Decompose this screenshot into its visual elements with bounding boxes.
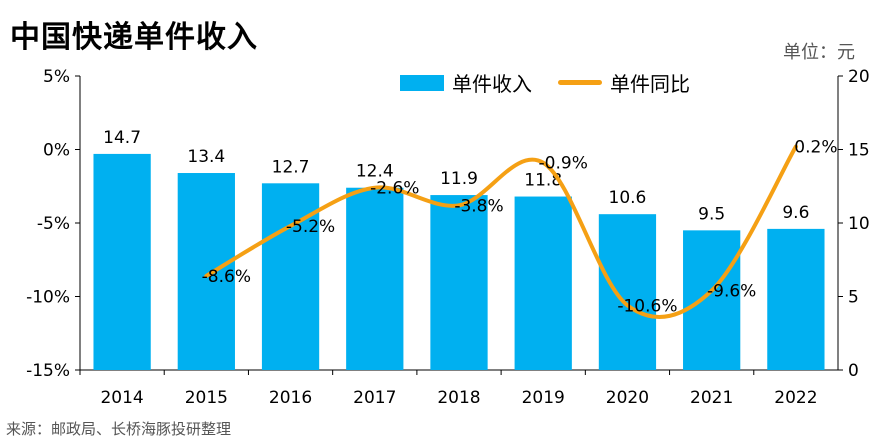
bar xyxy=(261,183,320,370)
left-tick-label: 0% xyxy=(43,141,70,161)
left-tick-label: -5% xyxy=(37,214,70,234)
line-value-label: -5.2% xyxy=(286,217,335,237)
bar-value-label: 9.6 xyxy=(782,203,809,223)
x-tick-label: 2018 xyxy=(437,388,480,408)
chart-title: 中国快递单件收入 xyxy=(10,20,258,55)
bar xyxy=(767,228,825,370)
right-tick-label: 10 xyxy=(848,214,870,234)
x-tick-label: 2016 xyxy=(269,388,312,408)
line-value-label: -2.6% xyxy=(370,179,419,199)
legend-item-bar: 单件收入 xyxy=(400,68,532,97)
x-tick-label: 2017 xyxy=(353,388,396,408)
bar-value-label: 11.9 xyxy=(440,169,478,189)
bar-value-label: 13.4 xyxy=(187,147,225,167)
legend-bar-label: 单件收入 xyxy=(452,72,532,96)
line-value-label: 0.2% xyxy=(794,138,837,158)
bar-value-label: 9.5 xyxy=(698,204,725,224)
legend-bar-swatch xyxy=(400,74,444,91)
x-tick-label: 2019 xyxy=(522,388,565,408)
right-tick-label: 15 xyxy=(848,141,870,161)
unit-label: 单位：元 xyxy=(783,42,855,63)
line-value-label: -0.9% xyxy=(539,154,588,174)
x-tick-label: 2014 xyxy=(100,388,143,408)
legend-line-swatch xyxy=(558,80,602,85)
bar-value-label: 11.8 xyxy=(524,171,562,191)
line-value-label: -3.8% xyxy=(454,196,503,216)
bar xyxy=(598,214,657,370)
bar-value-label: 14.7 xyxy=(103,128,141,148)
yoy-line xyxy=(204,144,798,319)
x-tick-label: 2020 xyxy=(606,388,649,408)
bar xyxy=(177,173,235,370)
bar-value-label: 10.6 xyxy=(609,188,647,208)
legend-item-line: 单件同比 xyxy=(558,68,690,97)
left-tick-label: 5% xyxy=(43,67,70,87)
bar xyxy=(346,187,404,370)
bar-value-label: 12.4 xyxy=(356,162,394,182)
right-tick-label: 20 xyxy=(848,67,870,87)
right-tick-label: 5 xyxy=(848,288,859,308)
left-tick-label: -10% xyxy=(26,288,70,308)
right-tick-label: 0 xyxy=(848,361,859,381)
bar xyxy=(93,153,151,370)
source-note: 来源：邮政局、长桥海豚投研整理 xyxy=(6,420,232,438)
bar xyxy=(430,195,488,370)
x-tick-label: 2021 xyxy=(690,388,733,408)
bar-value-label: 12.7 xyxy=(272,157,310,177)
legend: 单件收入 单件同比 xyxy=(400,68,716,97)
x-tick-label: 2015 xyxy=(185,388,228,408)
x-tick-label: 2022 xyxy=(774,388,817,408)
line-value-label: -10.6% xyxy=(617,296,677,316)
bar xyxy=(514,196,572,370)
line-value-label: -8.6% xyxy=(202,267,251,287)
legend-line-label: 单件同比 xyxy=(610,72,690,96)
bar xyxy=(683,230,741,370)
left-tick-label: -15% xyxy=(26,361,70,381)
line-value-label: -9.6% xyxy=(707,282,756,302)
